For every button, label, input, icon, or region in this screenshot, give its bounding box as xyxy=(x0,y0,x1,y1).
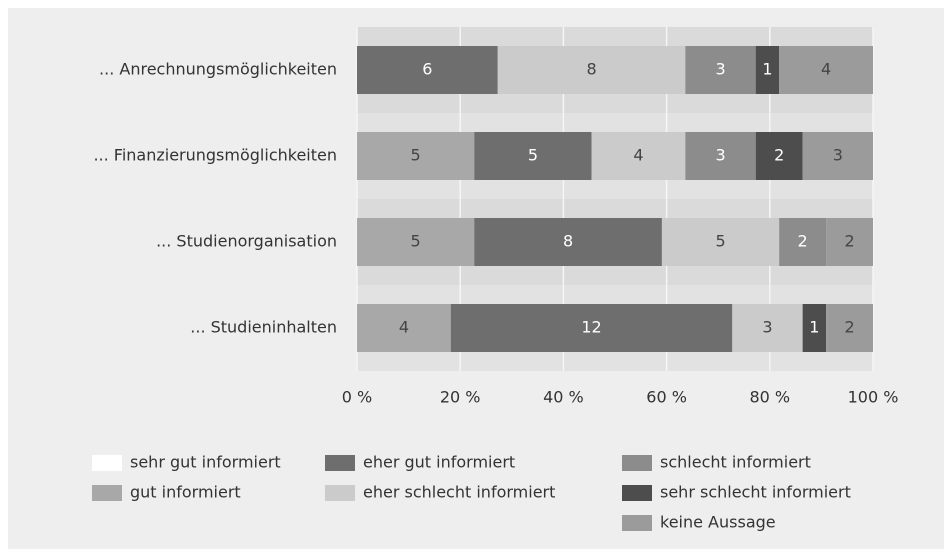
bar-segment xyxy=(450,304,733,352)
data-label: 8 xyxy=(586,60,596,79)
legend-label: eher schlecht informiert xyxy=(363,483,555,502)
x-tick-label: 20 % xyxy=(440,388,481,407)
data-label: 12 xyxy=(581,318,601,337)
bar-segment xyxy=(802,304,827,352)
legend-label: keine Aussage xyxy=(660,513,776,532)
legend-swatch xyxy=(325,455,355,471)
data-label: 4 xyxy=(633,146,643,165)
legend-swatch xyxy=(622,455,652,471)
x-tick-label: 40 % xyxy=(543,388,584,407)
bar-segment xyxy=(497,46,686,94)
bar-segment xyxy=(802,132,873,180)
data-label: 4 xyxy=(821,60,831,79)
legend-label: gut informiert xyxy=(130,483,241,502)
bar-segment xyxy=(357,132,475,180)
bar-segment xyxy=(732,304,803,352)
data-label: 6 xyxy=(422,60,432,79)
bar-segment xyxy=(755,46,780,94)
legend-label: eher gut informiert xyxy=(363,453,515,472)
data-label: 3 xyxy=(833,146,843,165)
bar-segment xyxy=(826,304,873,352)
x-tick-label: 0 % xyxy=(342,388,372,407)
data-label: 8 xyxy=(563,232,573,251)
legend-swatch xyxy=(92,485,122,501)
legend-label: schlecht informiert xyxy=(660,453,811,472)
data-label: 3 xyxy=(715,146,725,165)
bar-segment xyxy=(357,218,475,266)
y-tick-label: ... Studieninhalten xyxy=(190,318,337,337)
data-label: 5 xyxy=(411,232,421,251)
legend-swatch xyxy=(622,485,652,501)
bar-segment xyxy=(661,218,780,266)
data-label: 3 xyxy=(762,318,772,337)
x-tick-label: 60 % xyxy=(646,388,687,407)
legend-swatch xyxy=(92,455,122,471)
bar-segment xyxy=(685,132,756,180)
data-label: 2 xyxy=(774,146,784,165)
data-label: 1 xyxy=(809,318,819,337)
bar-segment xyxy=(591,132,686,180)
y-tick-label: ... Anrechnungsmöglichkeiten xyxy=(99,60,337,79)
y-tick-label: ... Finanzierungsmöglichkeiten xyxy=(93,146,337,165)
x-tick-label: 80 % xyxy=(749,388,790,407)
bar-segment xyxy=(357,46,498,94)
data-label: 2 xyxy=(844,318,854,337)
bar-segment xyxy=(474,132,592,180)
data-label: 1 xyxy=(762,60,772,79)
data-label: 5 xyxy=(411,146,421,165)
y-tick-label: ... Studienorganisation xyxy=(156,232,337,251)
data-label: 2 xyxy=(844,232,854,251)
legend-swatch xyxy=(622,515,652,531)
data-label: 2 xyxy=(798,232,808,251)
legend-label: sehr gut informiert xyxy=(130,453,281,472)
bar-segment xyxy=(685,46,756,94)
bar-segment xyxy=(779,46,873,94)
data-label: 4 xyxy=(399,318,409,337)
bar-segment xyxy=(755,132,803,180)
data-label: 3 xyxy=(715,60,725,79)
data-label: 5 xyxy=(528,146,538,165)
bar-segment xyxy=(779,218,827,266)
bar-segment xyxy=(357,304,451,352)
legend-swatch xyxy=(325,485,355,501)
legend-label: sehr schlecht informiert xyxy=(660,483,851,502)
data-label: 5 xyxy=(715,232,725,251)
bar-segment xyxy=(474,218,662,266)
bar-segment xyxy=(826,218,873,266)
x-tick-label: 100 % xyxy=(848,388,899,407)
